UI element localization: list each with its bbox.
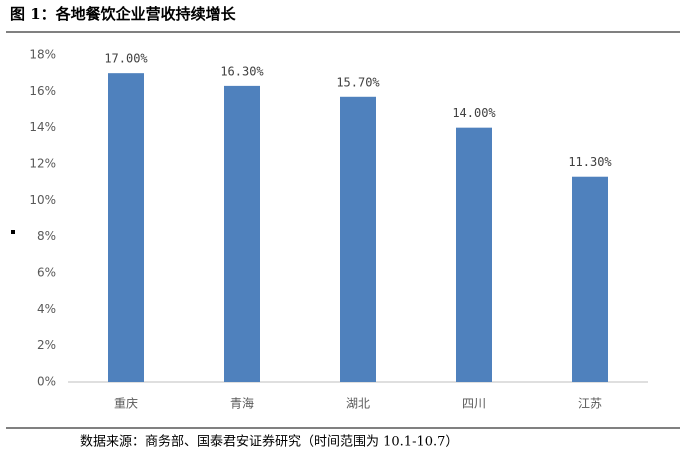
y-tick-label: 6% [37, 266, 56, 280]
y-tick-label: 16% [29, 84, 56, 98]
bar [108, 73, 144, 383]
x-tick-label: 江苏 [578, 397, 602, 411]
bar [224, 85, 260, 382]
x-tick-label: 四川 [462, 397, 486, 411]
value-label: 17.00% [104, 52, 148, 66]
y-tick-label: 18% [29, 48, 56, 62]
x-tick-label: 湖北 [346, 396, 370, 411]
y-tick-label: 14% [29, 120, 56, 134]
bullet [11, 230, 15, 234]
y-tick-label: 12% [29, 157, 56, 171]
value-label: 11.30% [568, 155, 612, 169]
chart-title: 图 1：各地餐饮企业营收持续增长 [10, 5, 237, 23]
y-tick-label: 2% [37, 338, 56, 352]
source-note: 数据来源：商务部、国泰君安证券研究（时间范围为 10.1-10.7） [80, 434, 458, 450]
bar [572, 176, 608, 382]
y-tick-label: 0% [37, 375, 56, 389]
y-tick-label: 10% [29, 193, 56, 207]
value-label: 14.00% [452, 106, 496, 120]
bar [340, 96, 376, 383]
value-label: 16.30% [220, 64, 264, 78]
x-tick-label: 青海 [230, 396, 254, 411]
bar [456, 127, 492, 383]
y-tick-label: 8% [37, 229, 56, 243]
y-tick-label: 4% [37, 302, 56, 316]
value-label: 15.70% [336, 75, 380, 89]
x-tick-label: 重庆 [114, 397, 138, 411]
